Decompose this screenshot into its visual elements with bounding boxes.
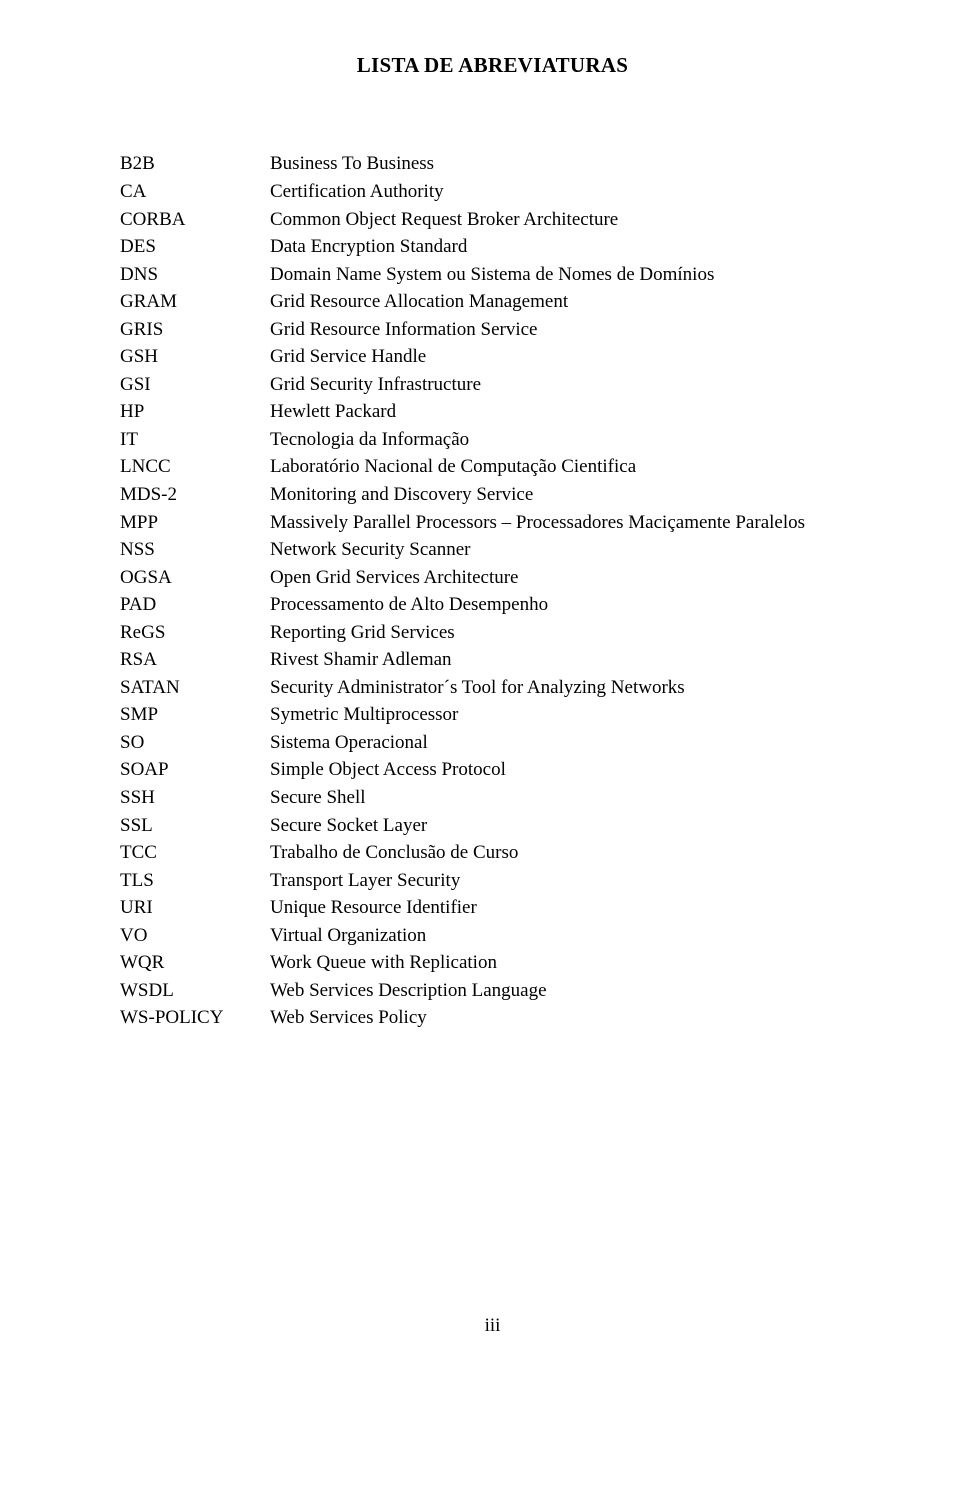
abbreviation: GSI	[120, 371, 270, 399]
definition: Symetric Multiprocessor	[270, 701, 865, 729]
definition: Business To Business	[270, 150, 865, 178]
list-item: WSDLWeb Services Description Language	[120, 977, 865, 1005]
definition: Web Services Description Language	[270, 977, 865, 1005]
definition: Virtual Organization	[270, 922, 865, 950]
list-item: CORBACommon Object Request Broker Archit…	[120, 206, 865, 234]
abbreviation: RSA	[120, 646, 270, 674]
list-item: SOAPSimple Object Access Protocol	[120, 756, 865, 784]
definition: Monitoring and Discovery Service	[270, 481, 865, 509]
definition: Certification Authority	[270, 178, 865, 206]
list-item: URIUnique Resource Identifier	[120, 894, 865, 922]
list-item: VOVirtual Organization	[120, 922, 865, 950]
list-item: MPPMassively Parallel Processors – Proce…	[120, 509, 865, 537]
abbreviation: DES	[120, 233, 270, 261]
abbreviation: SOAP	[120, 756, 270, 784]
abbreviation: HP	[120, 398, 270, 426]
definition: Grid Security Infrastructure	[270, 371, 865, 399]
definition: Transport Layer Security	[270, 867, 865, 895]
list-item: GSIGrid Security Infrastructure	[120, 371, 865, 399]
page-title: LISTA DE ABREVIATURAS	[120, 50, 865, 80]
list-item: SSHSecure Shell	[120, 784, 865, 812]
list-item: B2BBusiness To Business	[120, 150, 865, 178]
list-item: CACertification Authority	[120, 178, 865, 206]
abbreviation: GSH	[120, 343, 270, 371]
list-item: ITTecnologia da Informação	[120, 426, 865, 454]
list-item: TLSTransport Layer Security	[120, 867, 865, 895]
definition: Simple Object Access Protocol	[270, 756, 865, 784]
abbreviation: NSS	[120, 536, 270, 564]
abbreviation: SATAN	[120, 674, 270, 702]
abbreviation: DNS	[120, 261, 270, 289]
definition: Grid Service Handle	[270, 343, 865, 371]
list-item: HPHewlett Packard	[120, 398, 865, 426]
list-item: GRISGrid Resource Information Service	[120, 316, 865, 344]
page-number: iii	[120, 1312, 865, 1340]
abbreviation: URI	[120, 894, 270, 922]
abbreviation: OGSA	[120, 564, 270, 592]
list-item: MDS-2Monitoring and Discovery Service	[120, 481, 865, 509]
abbreviation: IT	[120, 426, 270, 454]
list-item: SATANSecurity Administrator´s Tool for A…	[120, 674, 865, 702]
abbreviation: GRIS	[120, 316, 270, 344]
definition: Data Encryption Standard	[270, 233, 865, 261]
abbreviation: MDS-2	[120, 481, 270, 509]
abbreviation: TLS	[120, 867, 270, 895]
list-item: RSARivest Shamir Adleman	[120, 646, 865, 674]
definition: Massively Parallel Processors – Processa…	[270, 509, 865, 537]
abbreviation: WS-POLICY	[120, 1004, 270, 1032]
list-item: ReGSReporting Grid Services	[120, 619, 865, 647]
abbreviation: SSH	[120, 784, 270, 812]
list-item: OGSAOpen Grid Services Architecture	[120, 564, 865, 592]
definition: Common Object Request Broker Architectur…	[270, 206, 865, 234]
definition: Tecnologia da Informação	[270, 426, 865, 454]
definition: Secure Shell	[270, 784, 865, 812]
definition: Unique Resource Identifier	[270, 894, 865, 922]
abbreviation: GRAM	[120, 288, 270, 316]
list-item: PADProcessamento de Alto Desempenho	[120, 591, 865, 619]
abbreviation: CORBA	[120, 206, 270, 234]
definition: Secure Socket Layer	[270, 812, 865, 840]
definition: Grid Resource Information Service	[270, 316, 865, 344]
abbreviation: WQR	[120, 949, 270, 977]
list-item: WS-POLICYWeb Services Policy	[120, 1004, 865, 1032]
list-item: LNCCLaboratório Nacional de Computação C…	[120, 453, 865, 481]
list-item: GSHGrid Service Handle	[120, 343, 865, 371]
definition: Security Administrator´s Tool for Analyz…	[270, 674, 865, 702]
definition: Rivest Shamir Adleman	[270, 646, 865, 674]
list-item: SSLSecure Socket Layer	[120, 812, 865, 840]
abbreviation: MPP	[120, 509, 270, 537]
definition: Reporting Grid Services	[270, 619, 865, 647]
definition: Sistema Operacional	[270, 729, 865, 757]
abbreviation: LNCC	[120, 453, 270, 481]
definition: Hewlett Packard	[270, 398, 865, 426]
list-item: DNSDomain Name System ou Sistema de Nome…	[120, 261, 865, 289]
abbreviation: VO	[120, 922, 270, 950]
abbreviation: CA	[120, 178, 270, 206]
abbreviation: SMP	[120, 701, 270, 729]
abbreviation: PAD	[120, 591, 270, 619]
definition: Network Security Scanner	[270, 536, 865, 564]
list-item: DESData Encryption Standard	[120, 233, 865, 261]
definition: Open Grid Services Architecture	[270, 564, 865, 592]
abbreviation: SSL	[120, 812, 270, 840]
definition: Work Queue with Replication	[270, 949, 865, 977]
list-item: GRAMGrid Resource Allocation Management	[120, 288, 865, 316]
definition: Web Services Policy	[270, 1004, 865, 1032]
abbreviation: SO	[120, 729, 270, 757]
definition: Domain Name System ou Sistema de Nomes d…	[270, 261, 865, 289]
list-item: WQRWork Queue with Replication	[120, 949, 865, 977]
abbreviation: TCC	[120, 839, 270, 867]
list-item: SMPSymetric Multiprocessor	[120, 701, 865, 729]
abbreviation-list: B2BBusiness To BusinessCACertification A…	[120, 150, 865, 1032]
abbreviation: ReGS	[120, 619, 270, 647]
list-item: NSSNetwork Security Scanner	[120, 536, 865, 564]
definition: Processamento de Alto Desempenho	[270, 591, 865, 619]
definition: Laboratório Nacional de Computação Cient…	[270, 453, 865, 481]
definition: Grid Resource Allocation Management	[270, 288, 865, 316]
list-item: TCCTrabalho de Conclusão de Curso	[120, 839, 865, 867]
list-item: SOSistema Operacional	[120, 729, 865, 757]
abbreviation: B2B	[120, 150, 270, 178]
abbreviation: WSDL	[120, 977, 270, 1005]
definition: Trabalho de Conclusão de Curso	[270, 839, 865, 867]
